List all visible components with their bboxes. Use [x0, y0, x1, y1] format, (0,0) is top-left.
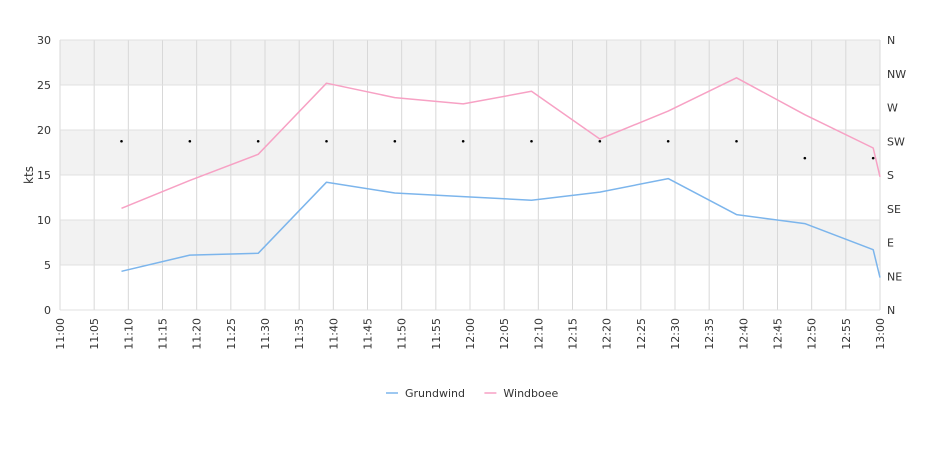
legend-item-grundwind[interactable]: Grundwind	[386, 387, 465, 400]
x-tick-label: 12:10	[532, 318, 545, 350]
x-tick-label: 11:05	[88, 318, 101, 350]
direction-point	[461, 139, 465, 143]
x-tick-label: 11:00	[54, 318, 67, 350]
direction-point	[871, 156, 875, 160]
direction-tick-label: NE	[887, 270, 902, 283]
x-tick-label: 11:55	[430, 318, 443, 350]
x-tick-label: 12:00	[464, 318, 477, 350]
x-tick-label: 11:35	[293, 318, 306, 350]
direction-point	[530, 139, 533, 143]
x-tick-labels: 11:00 11:05 11:10 11:15 11:20 11:25 11:30 11:35…	[54, 318, 887, 350]
x-tick-label: 11:15	[157, 318, 170, 350]
y-tick-label: 10	[37, 214, 51, 227]
x-tick-label: 13:00	[874, 318, 887, 350]
direction-point	[803, 156, 807, 160]
y-tick-label: 25	[37, 79, 51, 92]
y-tick-label: 5	[44, 259, 51, 272]
direction-tick-label: S	[887, 169, 894, 182]
legend[interactable]: Grundwind Windboee	[386, 387, 559, 400]
direction-point	[188, 139, 192, 143]
direction-point	[735, 139, 738, 143]
x-tick-label: 11:45	[362, 318, 375, 350]
x-tick-label: 11:50	[396, 318, 409, 350]
direction-point	[598, 139, 602, 143]
direction-tick-label: N	[887, 34, 895, 47]
direction-tick-label: E	[887, 237, 894, 250]
direction-tick-labels: N NW W SW S SE E NE N	[887, 34, 906, 317]
y-tick-label: 30	[37, 34, 51, 47]
direction-tick-label: W	[887, 102, 898, 115]
legend-label: Windboee	[503, 387, 558, 400]
direction-tick-label: SW	[887, 135, 905, 148]
legend-item-windboee[interactable]: Windboee	[484, 387, 559, 400]
x-tick-label: 12:05	[498, 318, 511, 350]
direction-tick-label: NW	[887, 68, 906, 81]
series-line-windboee	[121, 77, 881, 209]
x-tick-label: 12:55	[840, 318, 853, 350]
direction-point	[393, 139, 397, 143]
x-tick-label: 11:25	[225, 318, 238, 350]
x-tick-label: 12:15	[567, 318, 580, 350]
direction-point	[256, 139, 260, 143]
y-tick-label: 15	[37, 169, 51, 182]
x-tick-label: 11:40	[327, 318, 340, 350]
y-tick-labels: 0 5 10 15 20 25 30	[37, 34, 51, 317]
series-line-grundwind	[121, 177, 881, 278]
direction-points	[120, 139, 875, 160]
series-lines	[121, 77, 881, 278]
y-grid	[60, 39, 880, 311]
direction-point	[325, 139, 328, 143]
x-tick-label: 12:25	[635, 318, 648, 350]
legend-label: Grundwind	[405, 387, 465, 400]
direction-point	[666, 139, 670, 143]
x-tick-label: 11:30	[259, 318, 272, 350]
x-tick-label: 12:35	[703, 318, 716, 350]
direction-tick-label: SE	[887, 203, 901, 216]
direction-tick-label: N	[887, 304, 895, 317]
direction-point	[120, 139, 123, 143]
x-tick-label: 12:40	[737, 318, 750, 350]
y-axis-title: kts	[22, 166, 36, 184]
x-tick-label: 12:30	[669, 318, 682, 350]
x-tick-label: 11:10	[122, 318, 135, 350]
y-tick-label: 20	[37, 124, 51, 137]
x-tick-label: 12:50	[806, 318, 819, 350]
x-tick-label: 12:45	[772, 318, 785, 350]
x-tick-label: 12:20	[601, 318, 614, 350]
y-tick-label: 0	[44, 304, 51, 317]
x-tick-label: 11:20	[191, 318, 204, 350]
